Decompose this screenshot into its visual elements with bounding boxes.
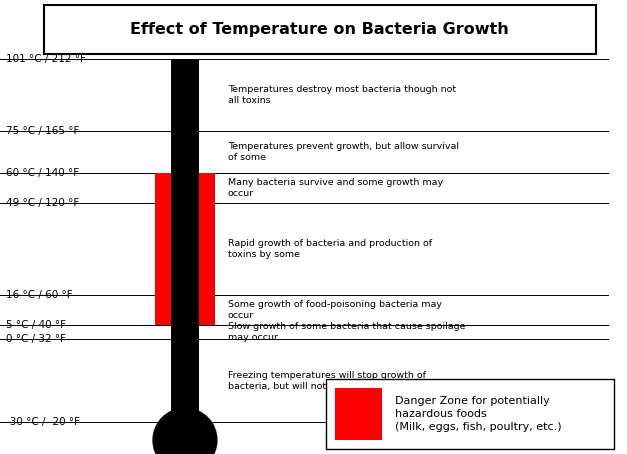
- Text: 75 °C / 165 °F: 75 °C / 165 °F: [6, 126, 80, 136]
- Text: 49 °C / 120 °F: 49 °C / 120 °F: [6, 198, 80, 208]
- Text: 5 °C / 40 °F: 5 °C / 40 °F: [6, 320, 66, 330]
- Text: -30 °C / -20 °F: -30 °C / -20 °F: [6, 417, 80, 427]
- Text: Temperatures destroy most bacteria though not
all toxins: Temperatures destroy most bacteria thoug…: [228, 85, 456, 105]
- Text: 16 °C / 60 °F: 16 °C / 60 °F: [6, 290, 73, 300]
- Text: 0 °C / 32 °F: 0 °C / 32 °F: [6, 334, 66, 344]
- FancyBboxPatch shape: [326, 379, 614, 449]
- Text: 101 °C / 212 °F: 101 °C / 212 °F: [6, 54, 86, 64]
- Bar: [171, 59, 199, 422]
- Ellipse shape: [152, 408, 218, 454]
- Text: Some growth of food-poisoning bacteria may
occur: Some growth of food-poisoning bacteria m…: [228, 300, 441, 320]
- Bar: [199, 173, 215, 325]
- Text: 60 °C / 140 °F: 60 °C / 140 °F: [6, 168, 80, 178]
- Text: Danger Zone for potentially
hazardous foods
(Milk, eggs, fish, poultry, etc.): Danger Zone for potentially hazardous fo…: [395, 396, 562, 433]
- Text: Many bacteria survive and some growth may
occur: Many bacteria survive and some growth ma…: [228, 178, 443, 198]
- Bar: [335, 388, 382, 440]
- FancyBboxPatch shape: [44, 5, 596, 54]
- Text: Temperatures prevent growth, but allow survival
of some: Temperatures prevent growth, but allow s…: [228, 142, 458, 162]
- Text: Freezing temperatures will stop growth of
bacteria, but will not kill them.: Freezing temperatures will stop growth o…: [228, 370, 426, 391]
- Text: Slow growth of some bacteria that cause spoilage
may occur: Slow growth of some bacteria that cause …: [228, 322, 465, 342]
- Text: Rapid growth of bacteria and production of
toxins by some: Rapid growth of bacteria and production …: [228, 239, 432, 259]
- Text: Effect of Temperature on Bacteria Growth: Effect of Temperature on Bacteria Growth: [130, 22, 509, 37]
- Bar: [155, 173, 171, 325]
